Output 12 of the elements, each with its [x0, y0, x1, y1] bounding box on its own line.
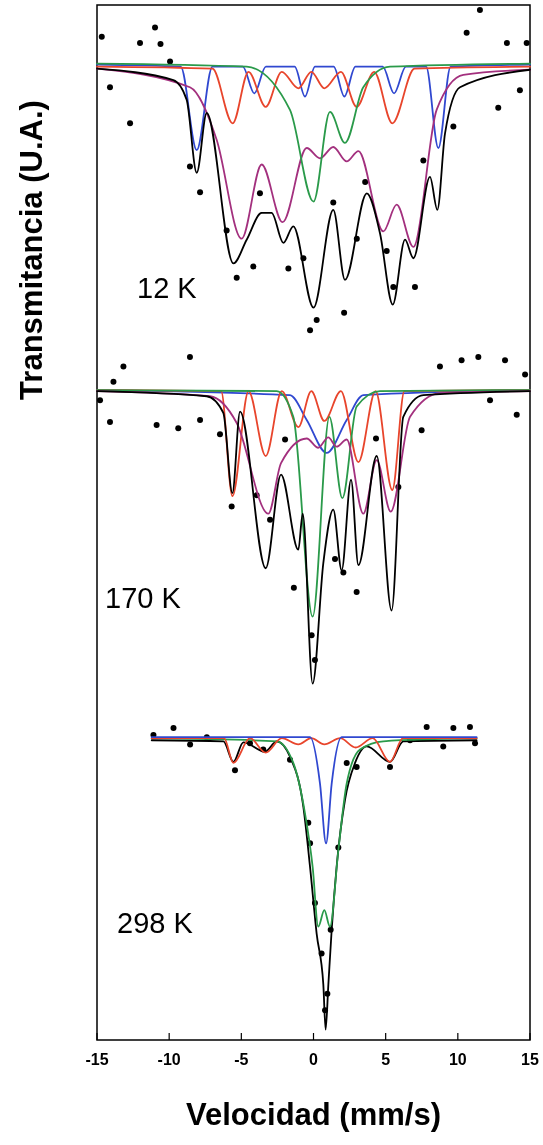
annotation: 170 K	[105, 581, 182, 614]
x-tick-label: 10	[448, 1051, 467, 1068]
annotation: 12 K	[137, 271, 198, 304]
x-tick-label: 0	[309, 1051, 319, 1068]
x-tick-label: -15	[85, 1051, 109, 1068]
x-tick-label: -10	[157, 1051, 181, 1068]
y-axis-title: Transmitancia (U.A.)	[14, 100, 49, 400]
x-axis-title: Velocidad (mm/s)	[186, 1097, 441, 1132]
annotation: 298 K	[117, 906, 194, 939]
x-tick-label: -5	[234, 1051, 249, 1068]
x-tick-label: 5	[381, 1051, 391, 1068]
x-tick-label: 15	[521, 1051, 539, 1068]
